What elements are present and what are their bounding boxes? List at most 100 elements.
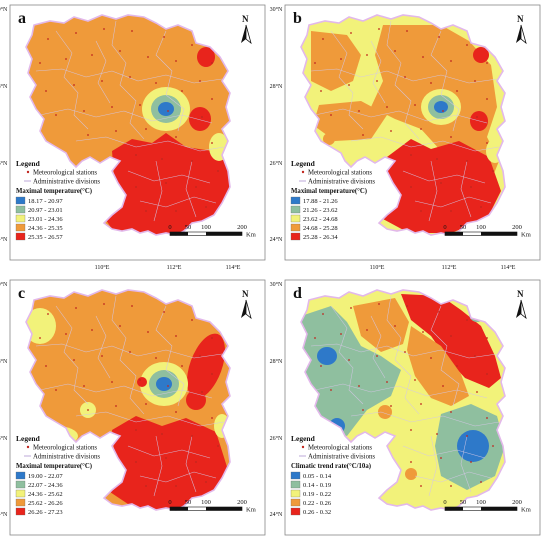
legend: Legend Meteorological stations Administrat… bbox=[15, 434, 100, 516]
legend-swatch bbox=[290, 471, 301, 480]
legend-swatch bbox=[290, 196, 301, 205]
legend-swatch bbox=[15, 214, 26, 223]
legend-class: 25.62 - 26.26 bbox=[28, 500, 63, 507]
lat-label: 30°N bbox=[0, 6, 8, 13]
scale-segment bbox=[445, 232, 463, 236]
legend-swatch bbox=[290, 232, 301, 241]
scale-unit: Km bbox=[246, 232, 256, 239]
north-label: N bbox=[517, 14, 524, 24]
legend-swatch bbox=[15, 507, 26, 516]
legend-title: Legend bbox=[291, 159, 316, 168]
legend-swatch bbox=[290, 489, 301, 498]
zone-nw-warm bbox=[311, 31, 361, 91]
north-arrow: N bbox=[516, 14, 527, 45]
zone-east-hot bbox=[186, 390, 206, 410]
zone-north-warm bbox=[353, 298, 409, 352]
zone-center-cold bbox=[158, 102, 174, 116]
north-label: N bbox=[517, 289, 524, 299]
legend-swatch bbox=[15, 489, 26, 498]
lon-label: 112°E bbox=[167, 264, 182, 271]
scale-segment bbox=[170, 507, 188, 511]
scale-segment bbox=[206, 232, 242, 236]
legend-title: Legend bbox=[16, 159, 41, 168]
scale-tick: 100 bbox=[201, 224, 211, 231]
scale-segment bbox=[481, 232, 517, 236]
north-arrow-left bbox=[516, 300, 521, 318]
scale-unit: Km bbox=[246, 507, 256, 514]
lat-label: 24°N bbox=[270, 236, 283, 243]
lat-label: 30°N bbox=[0, 281, 8, 288]
north-arrow-right bbox=[245, 24, 252, 45]
legend-stations: Meteorological stations bbox=[308, 445, 372, 452]
zone-se-low bbox=[457, 430, 489, 462]
legend-class: 0.14 - 0.19 bbox=[303, 482, 331, 489]
zone-south-hot bbox=[383, 139, 501, 233]
legend-class: 0.05 - 0.14 bbox=[303, 473, 332, 480]
lat-label: 26°N bbox=[270, 160, 283, 167]
scale-tick: 50 bbox=[460, 224, 467, 231]
north-arrow-right bbox=[245, 299, 252, 320]
north-arrow-left bbox=[241, 300, 246, 318]
legend-title: Legend bbox=[291, 434, 316, 443]
legend: Legend Meteorological stations Administrat… bbox=[290, 159, 375, 241]
scale-tick: 100 bbox=[476, 499, 486, 506]
legend-swatch bbox=[15, 471, 26, 480]
legend-class: 21.26 - 23.62 bbox=[303, 207, 338, 214]
legend-swatch bbox=[15, 480, 26, 489]
scale-segment bbox=[206, 507, 242, 511]
legend-swatch bbox=[15, 223, 26, 232]
legend-stations: Meteorological stations bbox=[33, 445, 97, 452]
zone-center-warm bbox=[407, 326, 469, 406]
scale-tick: 200 bbox=[237, 224, 247, 231]
north-arrow: N bbox=[241, 14, 252, 45]
legend-variable-title: Maximal temperature(°C) bbox=[291, 188, 367, 195]
panel-letter: a bbox=[18, 10, 26, 27]
scale-segment bbox=[170, 232, 188, 236]
zone-ne-high bbox=[401, 294, 501, 388]
scale-tick: 200 bbox=[237, 499, 247, 506]
north-arrow: N bbox=[516, 289, 527, 320]
legend-class: 0.19 - 0.22 bbox=[303, 491, 331, 498]
legend-swatch bbox=[15, 205, 26, 214]
province-map bbox=[300, 289, 506, 511]
north-arrow-left bbox=[241, 25, 246, 43]
zone-south-hot bbox=[110, 416, 228, 510]
north-arrow-left bbox=[516, 25, 521, 43]
lon-label: 110°E bbox=[370, 264, 385, 271]
legend-variable-title: Maximal temperature(°C) bbox=[16, 463, 92, 470]
zone-south-hot bbox=[104, 133, 230, 235]
legend: Legend Meteorological stations Administrat… bbox=[15, 159, 100, 241]
legend-class: 25.28 - 26.34 bbox=[303, 234, 338, 241]
lon-label: 114°E bbox=[226, 264, 241, 271]
scale-tick: 100 bbox=[476, 224, 486, 231]
legend-class: 22.07 - 24.36 bbox=[28, 482, 63, 489]
province-map bbox=[300, 14, 506, 236]
lat-label: 26°N bbox=[0, 435, 8, 442]
legend-title: Legend bbox=[16, 434, 41, 443]
zone-east-hot bbox=[189, 107, 211, 131]
north-arrow: N bbox=[241, 289, 252, 320]
scale-tick: 0 bbox=[168, 224, 171, 231]
legend-station-symbol bbox=[301, 170, 305, 174]
lat-label: 28°N bbox=[270, 358, 283, 365]
legend-swatch bbox=[290, 214, 301, 223]
lon-label: 112°E bbox=[442, 264, 457, 271]
legend: Legend Meteorological stations Administrat… bbox=[290, 434, 375, 516]
lat-label: 26°N bbox=[270, 435, 283, 442]
legend-class: 24.36 - 25.35 bbox=[28, 225, 63, 232]
lat-label: 24°N bbox=[270, 511, 283, 518]
lat-label: 28°N bbox=[0, 83, 8, 90]
legend-swatch bbox=[15, 196, 26, 205]
scale-tick: 50 bbox=[185, 499, 192, 506]
scale-tick: 0 bbox=[443, 499, 446, 506]
scale-unit: Km bbox=[521, 232, 531, 239]
legend-class: 24.36 - 25.62 bbox=[28, 491, 63, 498]
panel-letter: b bbox=[293, 10, 302, 27]
lat-label: 24°N bbox=[0, 236, 8, 243]
legend-variable-title: Climatic trend rate(°C/10a) bbox=[291, 463, 371, 470]
interpolation-surface bbox=[301, 290, 505, 510]
legend-variable-title: Maximal temperature(°C) bbox=[16, 188, 92, 195]
north-arrow-right bbox=[520, 299, 527, 320]
